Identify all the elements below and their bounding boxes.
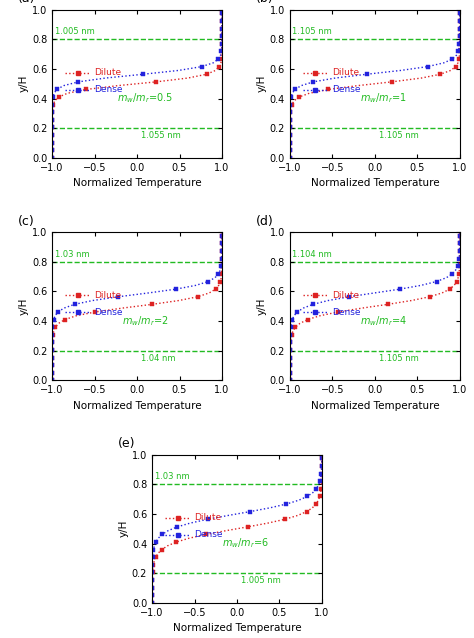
Text: 1.105 nm: 1.105 nm [292,27,332,36]
X-axis label: Normalized Temperature: Normalized Temperature [173,623,301,634]
Text: (b): (b) [256,0,273,5]
Text: $m_w/m_r$=2: $m_w/m_r$=2 [122,314,169,328]
Text: Dense: Dense [194,530,223,539]
X-axis label: Normalized Temperature: Normalized Temperature [310,401,439,411]
Text: Dense: Dense [95,308,123,316]
Text: Dilute: Dilute [95,68,122,77]
Text: $m_w/m_r$=4: $m_w/m_r$=4 [360,314,407,328]
Text: Dense: Dense [95,85,123,94]
Y-axis label: y/H: y/H [257,297,267,315]
Text: (e): (e) [118,437,136,450]
Text: 1.005 nm: 1.005 nm [241,576,281,585]
Text: 1.105 nm: 1.105 nm [379,353,419,363]
Text: $m_w/m_r$=0.5: $m_w/m_r$=0.5 [118,92,173,105]
Y-axis label: y/H: y/H [19,75,29,93]
Text: Dilute: Dilute [332,291,359,300]
Text: 1.03 nm: 1.03 nm [55,249,89,259]
Text: 1.005 nm: 1.005 nm [55,27,94,36]
Text: $m_w/m_r$=6: $m_w/m_r$=6 [222,537,269,551]
Text: (d): (d) [256,214,273,228]
Text: 1.04 nm: 1.04 nm [141,353,176,363]
Text: Dilute: Dilute [194,513,222,522]
Text: Dense: Dense [332,85,361,94]
Text: (a): (a) [18,0,36,5]
Text: 1.055 nm: 1.055 nm [141,131,181,140]
Text: 1.03 nm: 1.03 nm [155,472,189,481]
Y-axis label: y/H: y/H [257,75,267,93]
Text: Dilute: Dilute [332,68,359,77]
Y-axis label: y/H: y/H [19,297,29,315]
X-axis label: Normalized Temperature: Normalized Temperature [310,179,439,188]
Text: $m_w/m_r$=1: $m_w/m_r$=1 [360,92,407,105]
Text: 1.104 nm: 1.104 nm [292,249,332,259]
X-axis label: Normalized Temperature: Normalized Temperature [73,179,201,188]
Text: 1.105 nm: 1.105 nm [379,131,419,140]
Text: Dense: Dense [332,308,361,316]
Text: Dilute: Dilute [95,291,122,300]
Y-axis label: y/H: y/H [119,520,129,537]
Text: (c): (c) [18,214,35,228]
X-axis label: Normalized Temperature: Normalized Temperature [73,401,201,411]
